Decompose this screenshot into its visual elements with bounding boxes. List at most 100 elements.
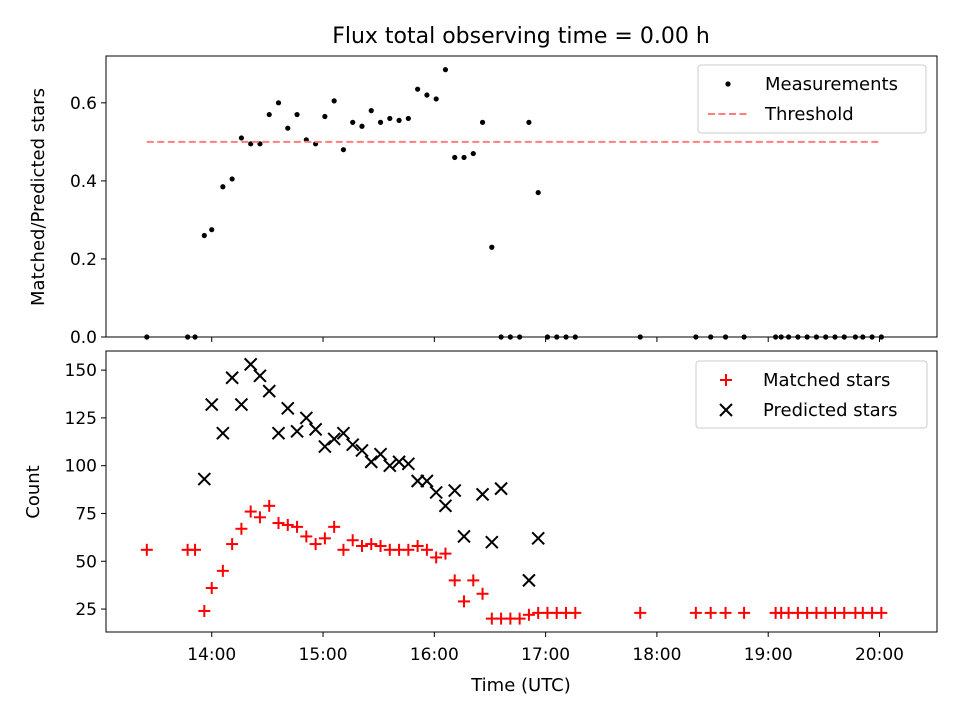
legend-predicted-label: Predicted stars [763, 400, 897, 421]
predicted-star-marker [355, 443, 369, 458]
matched-star-marker [253, 511, 266, 524]
bottom-y-tick-label: 25 [75, 600, 97, 620]
bottom-y-tick-label: 100 [65, 457, 97, 477]
x-tick-label: 14:00 [187, 645, 236, 665]
matched-star-marker [235, 522, 248, 535]
measurement-point [424, 92, 430, 98]
top-x-ticks [211, 337, 880, 342]
matched-star-marker [448, 574, 461, 587]
matched-star-marker [411, 539, 424, 552]
measurement-point [461, 154, 467, 161]
predicted-star-marker [383, 458, 397, 473]
measurement-point [377, 119, 384, 125]
predicted-star-marker [429, 485, 443, 500]
measurement-point [526, 119, 532, 125]
matched-star-marker [291, 520, 304, 533]
matched-star-marker [216, 564, 229, 577]
predicted-star-marker [308, 422, 323, 437]
matched-star-marker [140, 543, 153, 556]
top-y-axis-label: Matched/Predicted stars [28, 88, 49, 306]
matched-star-marker [430, 551, 443, 564]
predicted-star-marker [494, 481, 508, 496]
matched-star-marker [689, 606, 702, 619]
x-tick-label: 17:00 [521, 645, 570, 665]
top-legend-box [697, 64, 927, 134]
matched-star-marker [374, 539, 387, 552]
matched-star-marker [337, 543, 350, 556]
predicted-star-marker [345, 437, 360, 452]
bottom-y-tick-label: 50 [75, 552, 97, 572]
measurement-point [489, 244, 495, 250]
legend-measurements-marker [725, 81, 731, 87]
predicted-star-marker [290, 424, 304, 438]
matched-star-marker [439, 547, 452, 560]
matched-star-marker [719, 606, 732, 619]
predicted-star-marker [205, 397, 219, 412]
measurement-point [331, 98, 337, 104]
matched-star-marker [875, 606, 888, 619]
bottom-axes: 25 50 75 100 125 150 14:00 15:00 16:00 17:00 18:0… [23, 350, 938, 696]
measurement-point [405, 115, 411, 122]
measurement-point [275, 100, 282, 106]
matched-star-marker [309, 538, 322, 551]
matched-star-marker [365, 538, 378, 551]
measurement-point [452, 154, 458, 161]
matched-star-marker [189, 543, 202, 556]
matched-star-marker [272, 517, 285, 530]
measurement-point [220, 184, 226, 190]
measurement-point [368, 108, 374, 114]
matched-star-marker [300, 530, 313, 543]
legend-threshold-label: Threshold [764, 104, 854, 125]
predicted-star-marker [448, 483, 462, 498]
legend-measurements-label: Measurements [765, 74, 898, 95]
measurement-point [266, 111, 272, 118]
measurement-point [396, 117, 402, 123]
measurement-point [201, 232, 207, 239]
figure-title: Flux total observing time = 0.00 h [332, 24, 710, 49]
top-legend: Measurements Threshold [697, 64, 927, 134]
top-axes-frame [105, 55, 938, 338]
predicted-star-marker [457, 529, 471, 544]
measurement-point [442, 67, 449, 73]
measurement-point [229, 176, 235, 182]
measurement-point [433, 96, 439, 102]
matched-star-marker [457, 595, 470, 608]
top-y-tick-label: 0.4 [70, 172, 97, 192]
matched-star-marker [738, 606, 751, 619]
predicted-star-marker [373, 447, 388, 461]
x-tick-label: 19:00 [744, 645, 793, 665]
matched-star-marker [198, 604, 211, 617]
predicted-star-marker [318, 439, 332, 454]
top-y-tick-label: 0.0 [70, 328, 97, 348]
top-y-ticks: 0.0 0.2 0.4 0.6 [70, 94, 106, 348]
x-tick-label: 15:00 [299, 645, 348, 665]
measurement-point [294, 111, 300, 118]
matched-star-marker [205, 582, 218, 595]
bottom-plot-marks [140, 357, 888, 625]
bottom-legend: Matched stars Predicted stars [695, 360, 928, 429]
measurement-point [209, 227, 215, 233]
matched-star-marker [838, 606, 851, 619]
predicted-star-marker [234, 397, 249, 412]
legend-predicted-marker [719, 403, 733, 417]
x-tick-label: 18:00 [632, 645, 681, 665]
matched-star-marker [281, 518, 294, 531]
predicted-star-marker [401, 457, 416, 471]
x-axis-label: Time (UTC) [470, 675, 571, 696]
predicted-star-marker [531, 531, 545, 546]
matched-star-marker [476, 587, 489, 600]
predicted-star-marker [197, 472, 212, 486]
measurement-point [285, 125, 291, 131]
measurement-point [415, 86, 421, 92]
top-y-tick-label: 0.6 [70, 94, 97, 114]
predicted-star-marker [336, 426, 351, 440]
predicted-star-marker [271, 426, 286, 440]
measurement-point [387, 115, 393, 122]
matched-star-marker [226, 538, 239, 551]
matched-star-marker [402, 543, 415, 556]
legend-matched-label: Matched stars [763, 370, 890, 391]
matched-star-marker [634, 606, 647, 619]
matched-star-marker [704, 606, 717, 619]
predicted-star-marker [475, 487, 490, 502]
